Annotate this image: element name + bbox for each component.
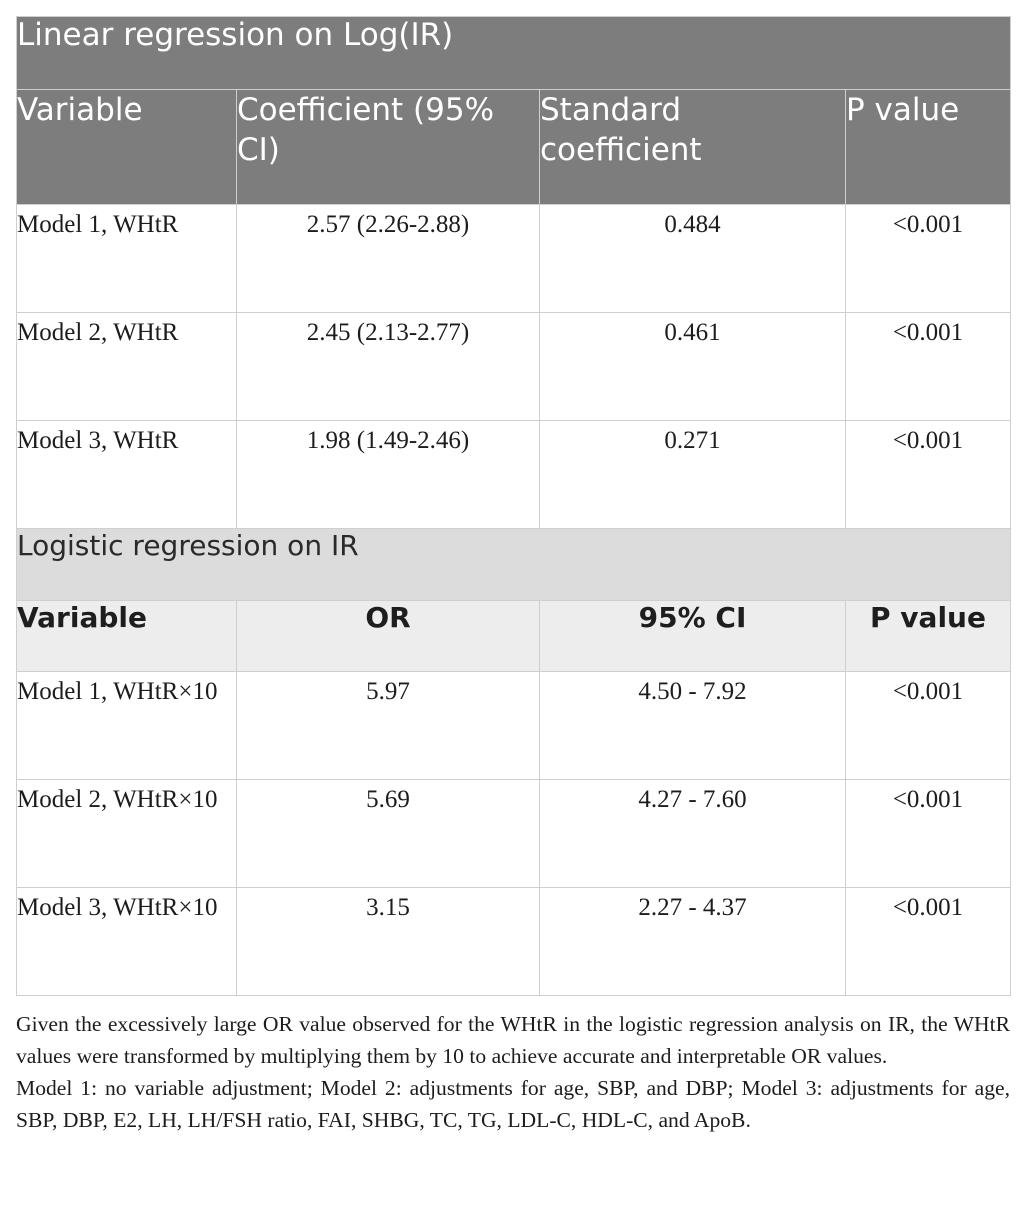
linear-section-title: Linear regression on Log(IR) [16, 16, 1011, 90]
logistic-section-title: Logistic regression on IR [16, 528, 1011, 601]
table-footnotes: Given the excessively large OR value obs… [16, 1008, 1010, 1136]
ci-cell: 4.27 - 7.60 [539, 779, 846, 888]
variable-cell: Model 3, WHtR [16, 420, 237, 529]
linear-header-row: Variable Coefficient (95% CI) Standard c… [16, 89, 1011, 205]
or-cell: 5.69 [236, 779, 540, 888]
or-cell: 5.97 [236, 671, 540, 780]
coefficient-cell: 2.57 (2.26-2.88) [236, 204, 540, 313]
header-p-value: P value [845, 89, 1011, 205]
variable-cell: Model 3, WHtR×10 [16, 887, 237, 996]
variable-cell: Model 2, WHtR×10 [16, 779, 237, 888]
header-variable: Variable [16, 600, 237, 672]
header-p-value: P value [845, 600, 1011, 672]
table-row: Model 1, WHtR 2.57 (2.26-2.88) 0.484 <0.… [16, 204, 1011, 313]
p-value-cell: <0.001 [845, 420, 1011, 529]
ci-cell: 4.50 - 7.92 [539, 671, 846, 780]
standard-coefficient-cell: 0.484 [539, 204, 846, 313]
standard-coefficient-cell: 0.271 [539, 420, 846, 529]
header-coefficient: Coefficient (95% CI) [236, 89, 540, 205]
p-value-cell: <0.001 [845, 204, 1011, 313]
header-standard-coefficient: Standard coefficient [539, 89, 846, 205]
ci-cell: 2.27 - 4.37 [539, 887, 846, 996]
header-variable: Variable [16, 89, 237, 205]
header-95-ci: 95% CI [539, 600, 846, 672]
variable-cell: Model 2, WHtR [16, 312, 237, 421]
footnote-models: Model 1: no variable adjustment; Model 2… [16, 1076, 1010, 1132]
variable-cell: Model 1, WHtR [16, 204, 237, 313]
p-value-cell: <0.001 [845, 887, 1011, 996]
results-table-container: Linear regression on Log(IR) Variable Co… [16, 16, 1011, 996]
standard-coefficient-cell: 0.461 [539, 312, 846, 421]
p-value-cell: <0.001 [845, 779, 1011, 888]
logistic-section-row: Logistic regression on IR [16, 528, 1011, 601]
table-row: Model 2, WHtR 2.45 (2.13-2.77) 0.461 <0.… [16, 312, 1011, 421]
linear-section-row: Linear regression on Log(IR) [16, 16, 1011, 90]
footnote-transformation: Given the excessively large OR value obs… [16, 1012, 1010, 1068]
table-row: Model 2, WHtR×10 5.69 4.27 - 7.60 <0.001 [16, 779, 1011, 888]
coefficient-cell: 1.98 (1.49-2.46) [236, 420, 540, 529]
variable-cell: Model 1, WHtR×10 [16, 671, 237, 780]
p-value-cell: <0.001 [845, 671, 1011, 780]
logistic-header-row: Variable OR 95% CI P value [16, 600, 1011, 672]
p-value-cell: <0.001 [845, 312, 1011, 421]
table-row: Model 3, WHtR 1.98 (1.49-2.46) 0.271 <0.… [16, 420, 1011, 529]
coefficient-cell: 2.45 (2.13-2.77) [236, 312, 540, 421]
header-or: OR [236, 600, 540, 672]
or-cell: 3.15 [236, 887, 540, 996]
table-row: Model 1, WHtR×10 5.97 4.50 - 7.92 <0.001 [16, 671, 1011, 780]
regression-table: Linear regression on Log(IR) Variable Co… [16, 16, 1011, 996]
table-row: Model 3, WHtR×10 3.15 2.27 - 4.37 <0.001 [16, 887, 1011, 996]
